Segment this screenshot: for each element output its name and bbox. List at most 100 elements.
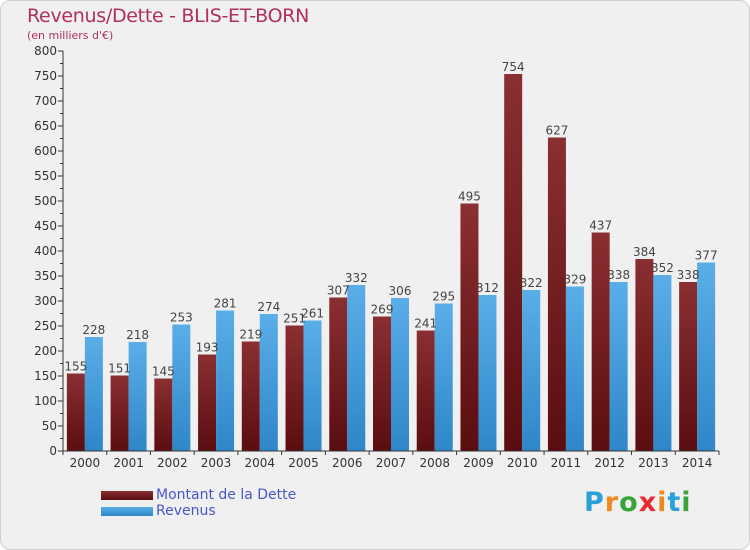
logo-letter: o xyxy=(619,487,639,518)
logo-letter: x xyxy=(638,487,658,518)
value-label-revenus-2008: 295 xyxy=(432,290,455,304)
value-label-revenus-2011: 329 xyxy=(563,273,586,287)
x-tick-label-2007: 2007 xyxy=(376,456,407,470)
x-tick-label-2001: 2001 xyxy=(113,456,144,470)
logo-letter: i xyxy=(657,487,668,518)
bar-revenus-2011 xyxy=(565,286,584,451)
bar-dette-2006 xyxy=(329,297,348,451)
bar-revenus-2006 xyxy=(347,285,366,451)
value-label-dette-2002: 145 xyxy=(152,365,175,379)
bars-group xyxy=(66,74,716,451)
bar-revenus-2001 xyxy=(128,342,147,451)
logo-letter: P xyxy=(584,487,605,518)
chart-title: Revenus/Dette - BLIS-ET-BORN xyxy=(27,5,310,27)
bar-dette-2009 xyxy=(460,203,479,451)
y-tick-label-500: 500 xyxy=(34,194,57,208)
bar-dette-2007 xyxy=(373,316,391,451)
value-label-revenus-2006: 332 xyxy=(345,271,368,285)
y-tick-label-50: 50 xyxy=(42,419,57,433)
value-label-dette-2005: 251 xyxy=(283,312,306,326)
chart-subtitle: (en milliers d'€) xyxy=(27,29,114,42)
value-label-revenus-2004: 274 xyxy=(257,300,280,314)
y-tick-label-400: 400 xyxy=(34,244,57,258)
value-label-revenus-2003: 281 xyxy=(214,297,237,311)
value-label-dette-2003: 193 xyxy=(196,341,219,355)
legend-swatch-revenus xyxy=(101,507,153,516)
bar-revenus-2007 xyxy=(391,298,409,451)
x-tick-label-2002: 2002 xyxy=(157,456,188,470)
value-labels-group: 155 151 145 193 219 251 307 269 241 495 754 627 437 3… xyxy=(64,60,717,379)
value-label-revenus-2010: 322 xyxy=(520,276,543,290)
value-label-dette-2011: 627 xyxy=(545,124,568,138)
logo-letter: t xyxy=(667,487,682,518)
y-tick-label-300: 300 xyxy=(34,294,57,308)
value-label-revenus-2012: 338 xyxy=(607,268,630,282)
y-tick-label-350: 350 xyxy=(34,269,57,283)
x-tick-label-2004: 2004 xyxy=(245,456,276,470)
value-label-dette-2000: 155 xyxy=(64,360,87,374)
y-tick-label-750: 750 xyxy=(34,69,57,83)
bar-dette-2013 xyxy=(635,259,654,451)
y-tick-label-250: 250 xyxy=(34,319,57,333)
value-label-dette-2013: 384 xyxy=(633,245,656,259)
bar-revenus-2014 xyxy=(697,262,716,451)
legend-swatch-dette xyxy=(101,491,153,500)
x-tick-label-2000: 2000 xyxy=(70,456,101,470)
bar-revenus-2000 xyxy=(84,337,103,451)
value-label-dette-2012: 437 xyxy=(589,219,612,233)
legend-label-revenus: Revenus xyxy=(156,503,216,519)
x-tick-label-2011: 2011 xyxy=(551,456,582,470)
x-tick-label-2005: 2005 xyxy=(288,456,319,470)
value-label-revenus-2009: 312 xyxy=(476,281,499,295)
bar-revenus-2008 xyxy=(434,303,453,451)
bar-revenus-2010 xyxy=(522,290,541,451)
value-label-dette-2009: 495 xyxy=(458,190,481,204)
bar-dette-2014 xyxy=(679,282,698,451)
value-label-dette-2007: 269 xyxy=(371,303,394,317)
bar-dette-2012 xyxy=(591,232,610,451)
y-tick-label-700: 700 xyxy=(34,94,57,108)
value-label-dette-2004: 219 xyxy=(239,328,262,342)
x-tick-label-2008: 2008 xyxy=(419,456,450,470)
x-tick-label-2006: 2006 xyxy=(332,456,363,470)
x-tick-label-2003: 2003 xyxy=(201,456,232,470)
value-label-revenus-2005: 261 xyxy=(301,307,324,321)
bar-dette-2001 xyxy=(110,375,129,451)
x-tick-label-2009: 2009 xyxy=(463,456,494,470)
value-label-revenus-2000: 228 xyxy=(82,323,105,337)
x-tick-label-2014: 2014 xyxy=(682,456,713,470)
bar-dette-2002 xyxy=(154,378,173,451)
value-label-dette-2014: 338 xyxy=(677,268,700,282)
logo-letter: r xyxy=(604,487,620,518)
proxiti-logo: Proxiti xyxy=(584,487,692,518)
legend-label-dette: Montant de la Dette xyxy=(156,487,297,503)
x-tick-label-2012: 2012 xyxy=(594,456,625,470)
bar-revenus-2009 xyxy=(478,295,497,451)
bar-dette-2011 xyxy=(547,137,566,451)
bar-revenus-2003 xyxy=(216,310,235,451)
logo-letter: i xyxy=(681,487,692,518)
y-tick-label-100: 100 xyxy=(34,394,57,408)
bar-dette-2005 xyxy=(285,325,304,451)
value-label-revenus-2007: 306 xyxy=(389,284,412,298)
bar-dette-2010 xyxy=(504,74,523,451)
bar-dette-2004 xyxy=(241,341,260,451)
value-label-dette-2010: 754 xyxy=(502,60,525,74)
bar-dette-2000 xyxy=(66,373,85,451)
y-tick-label-650: 650 xyxy=(34,119,57,133)
y-tick-label-200: 200 xyxy=(34,344,57,358)
bar-dette-2008 xyxy=(416,330,435,451)
bar-revenus-2013 xyxy=(653,275,672,451)
value-label-dette-2008: 241 xyxy=(414,317,437,331)
value-label-revenus-2001: 218 xyxy=(126,328,149,342)
bar-revenus-2004 xyxy=(259,314,278,451)
x-tick-label-2010: 2010 xyxy=(507,456,538,470)
y-tick-label-150: 150 xyxy=(34,369,57,383)
x-tick-label-2013: 2013 xyxy=(638,456,669,470)
bar-revenus-2005 xyxy=(303,320,322,451)
bar-revenus-2012 xyxy=(609,282,628,451)
bar-dette-2003 xyxy=(198,354,217,451)
y-tick-label-550: 550 xyxy=(34,169,57,183)
